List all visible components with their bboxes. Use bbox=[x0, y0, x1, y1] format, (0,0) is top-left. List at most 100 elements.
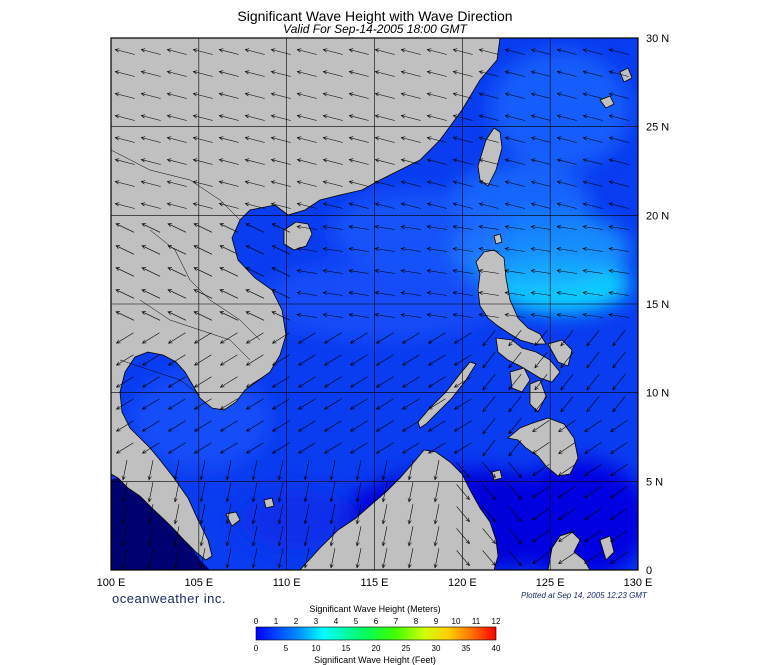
latitude-label: 25 N bbox=[646, 122, 669, 134]
wave-arrow bbox=[115, 332, 134, 344]
wave-arrow bbox=[114, 202, 135, 209]
wave-arrow bbox=[244, 48, 265, 55]
wave-arrow bbox=[303, 504, 310, 525]
wave-arrow bbox=[504, 225, 525, 230]
wave-arrow bbox=[504, 158, 525, 165]
wave-arrow bbox=[374, 136, 395, 143]
wave-arrow bbox=[277, 504, 284, 525]
wave-arrow bbox=[322, 269, 343, 274]
wave-arrow bbox=[530, 247, 551, 252]
colorbar-meter-ticks: 0 1 2 3 4 5 6 7 8 9 10 11 12 bbox=[254, 617, 501, 626]
wave-arrow bbox=[323, 376, 342, 388]
wave-arrow bbox=[192, 114, 213, 121]
wave-arrow bbox=[355, 460, 362, 481]
wave-arrow bbox=[610, 508, 628, 520]
wave-arrow bbox=[407, 548, 414, 569]
wave-arrow bbox=[297, 398, 316, 410]
wave-arrow bbox=[586, 330, 600, 347]
wave-arrow bbox=[141, 354, 160, 366]
wave-arrow bbox=[608, 202, 629, 209]
wave-arrow bbox=[374, 70, 395, 77]
wave-arrow bbox=[478, 269, 499, 274]
wave-arrow bbox=[296, 70, 317, 77]
wave-arrow bbox=[323, 398, 342, 410]
wave-arrow bbox=[482, 528, 496, 545]
wave-arrow bbox=[296, 225, 317, 230]
longitude-label: 105 E bbox=[184, 577, 213, 589]
wave-arrow bbox=[219, 223, 239, 233]
taiwan bbox=[477, 127, 503, 187]
wave-direction-arrows bbox=[114, 48, 629, 569]
wave-arrow bbox=[556, 70, 577, 77]
wave-arrow bbox=[401, 420, 420, 432]
wave-arrow bbox=[173, 504, 180, 525]
wave-arrow bbox=[508, 550, 522, 567]
wave-arrow bbox=[114, 136, 135, 143]
wave-arrow bbox=[193, 332, 212, 344]
wave-arrow bbox=[348, 313, 369, 318]
wave-arrow bbox=[277, 482, 284, 503]
wave-arrow bbox=[530, 70, 551, 77]
wave-arrow bbox=[141, 311, 161, 321]
wave-arrow bbox=[349, 354, 368, 366]
wave-arrow bbox=[478, 114, 499, 121]
wave-arrow bbox=[508, 484, 522, 501]
wave-arrow bbox=[349, 442, 368, 454]
colorbar-feet-tick: 5 bbox=[284, 644, 289, 653]
wave-arrow bbox=[407, 504, 414, 525]
wave-arrow bbox=[348, 70, 369, 77]
wave-arrow bbox=[608, 48, 629, 55]
wave-arrow bbox=[534, 330, 548, 347]
colorbar-meter-tick: 2 bbox=[294, 617, 299, 626]
wave-arrow bbox=[114, 158, 135, 165]
wave-arrow bbox=[374, 247, 395, 252]
wave-arrow bbox=[530, 158, 551, 165]
wave-arrow bbox=[277, 460, 284, 481]
wave-arrow bbox=[245, 245, 265, 255]
wave-arrow bbox=[140, 202, 161, 209]
wave-arrow bbox=[141, 332, 160, 344]
wave-arrow bbox=[582, 158, 603, 165]
wave-arrow bbox=[218, 114, 239, 121]
wave-arrow bbox=[140, 158, 161, 165]
wave-arrow bbox=[147, 460, 154, 481]
wave-arrow bbox=[426, 202, 447, 209]
wave-arrow bbox=[608, 291, 629, 296]
wave-arrow bbox=[193, 311, 213, 321]
wave-arrow bbox=[225, 460, 232, 481]
wave-arrow bbox=[218, 48, 239, 55]
wave-arrow bbox=[374, 158, 395, 165]
wave-arrow bbox=[115, 311, 135, 321]
wave-arrow bbox=[586, 374, 600, 391]
wave-arrow bbox=[192, 202, 213, 209]
colorbar-meter-tick: 4 bbox=[334, 617, 339, 626]
wave-arrow bbox=[556, 291, 577, 296]
wave-arrow bbox=[426, 92, 447, 99]
wave-arrow bbox=[504, 48, 525, 55]
wave-arrow bbox=[612, 374, 626, 391]
wave-arrow bbox=[400, 114, 421, 121]
wave-arrow bbox=[426, 247, 447, 252]
wave-arrow bbox=[452, 313, 473, 318]
wave-arrow bbox=[374, 202, 395, 209]
wave-arrow bbox=[504, 202, 525, 209]
wave-arrow bbox=[558, 420, 576, 432]
wave-arrow bbox=[166, 180, 187, 187]
wave-arrow bbox=[452, 70, 473, 77]
wave-arrow bbox=[433, 526, 440, 547]
wave-arrow bbox=[426, 269, 447, 274]
wave-arrow bbox=[167, 311, 187, 321]
wave-arrow bbox=[349, 332, 368, 344]
island-bangka bbox=[225, 511, 241, 527]
wave-arrow bbox=[608, 158, 629, 165]
wave-arrow bbox=[582, 202, 603, 209]
wave-arrow bbox=[296, 291, 317, 296]
wave-arrow bbox=[322, 114, 343, 121]
wave-arrow bbox=[141, 245, 161, 255]
wave-arrow bbox=[558, 552, 576, 564]
wave-arrow bbox=[586, 352, 600, 369]
wave-arrow bbox=[478, 158, 499, 165]
colorbar-feet-tick: 25 bbox=[402, 644, 411, 653]
wave-arrow bbox=[322, 48, 343, 55]
